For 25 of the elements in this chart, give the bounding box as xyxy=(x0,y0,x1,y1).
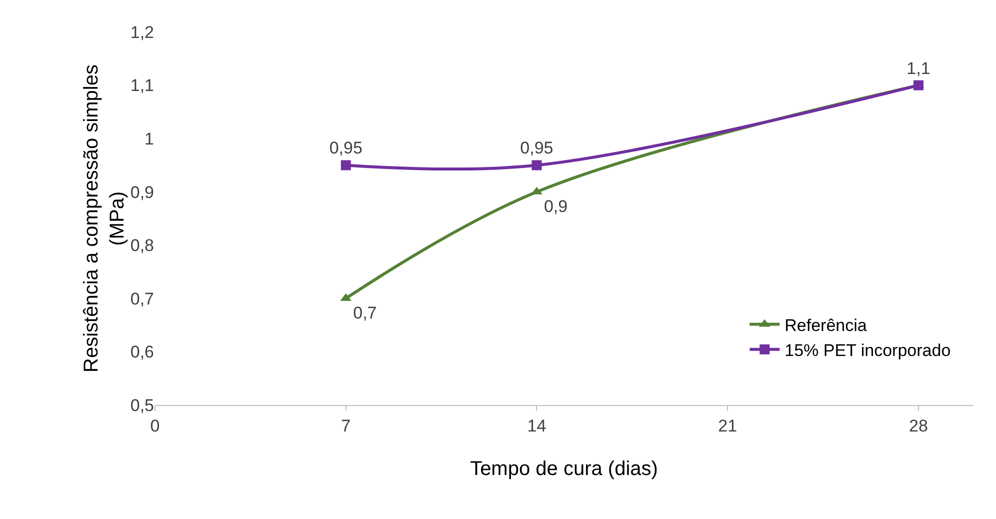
x-tick-label: 0 xyxy=(150,416,160,436)
x-tick-label: 14 xyxy=(527,416,546,436)
x-tick-label: 28 xyxy=(909,416,928,436)
y-tick-label: 1,1 xyxy=(130,76,154,96)
y-tick-label: 1 xyxy=(144,130,154,149)
y-tick-label: 0,7 xyxy=(130,289,154,308)
data-label: 0,9 xyxy=(544,196,568,216)
x-tick-label: 21 xyxy=(718,416,738,436)
x-tick-label: 7 xyxy=(341,416,351,436)
y-tick-label: 0,9 xyxy=(130,182,154,202)
y-axis-title: Resistência a compressão simples (MPa) xyxy=(80,64,128,372)
legend-label: Referência xyxy=(784,316,868,335)
data-label: 0,95 xyxy=(329,138,362,158)
y-tick-label: 1,2 xyxy=(130,22,154,42)
data-label: 0,95 xyxy=(520,138,554,158)
y-tick-label: 0,8 xyxy=(130,236,154,256)
point xyxy=(532,160,542,170)
data-label: 0,7 xyxy=(353,303,377,322)
x-axis-title: Tempo de cura (dias) xyxy=(470,458,658,480)
legend-label: 15% PET incorporado xyxy=(784,340,951,360)
point xyxy=(913,80,924,90)
y-tick-label: 0,6 xyxy=(130,342,154,362)
data-label: 1,1 xyxy=(906,58,930,78)
y-tick-label: 0,5 xyxy=(130,396,154,415)
point xyxy=(340,160,351,170)
